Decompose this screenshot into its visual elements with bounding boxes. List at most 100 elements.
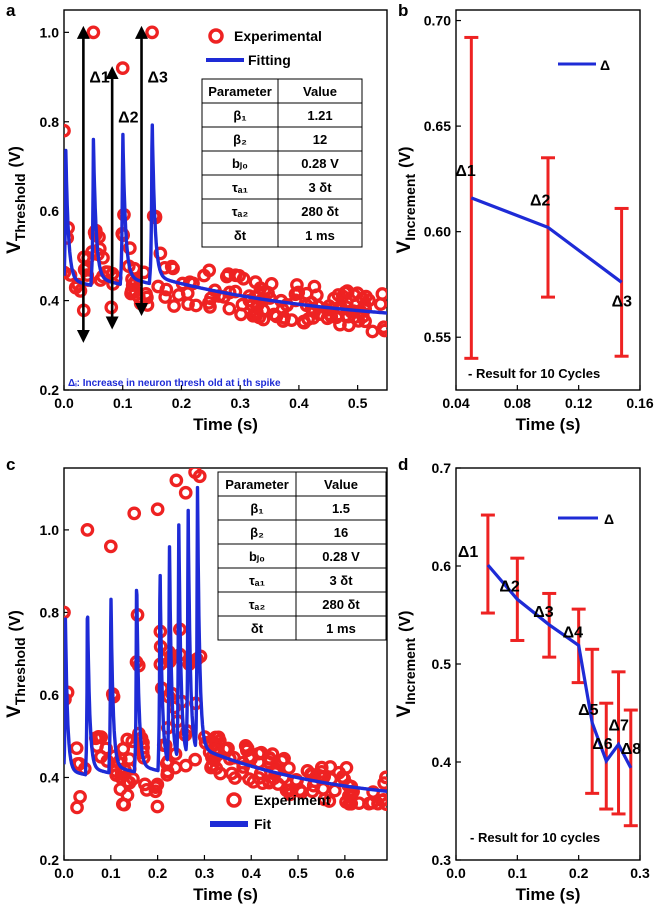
a-ytick-label: 1.0 bbox=[40, 24, 60, 40]
c-peak-marker bbox=[178, 485, 193, 500]
c-table-param: bⱼ₀ bbox=[249, 549, 265, 564]
panel-label-a: a bbox=[6, 1, 16, 20]
a-table-cell bbox=[277, 174, 363, 200]
a-data-marker bbox=[284, 313, 299, 327]
c-ylabel-sub: Threshold bbox=[12, 637, 28, 705]
c-table-cell bbox=[295, 471, 387, 497]
c-table-cell bbox=[217, 495, 297, 521]
c-data-marker bbox=[70, 800, 84, 815]
d-ylabel-main: V bbox=[394, 704, 415, 717]
b-note: - Result for 10 Cycles bbox=[468, 366, 600, 381]
a-ytick-label: 0.6 bbox=[40, 203, 60, 219]
c-peak-marker bbox=[192, 469, 207, 484]
c-table-cell bbox=[295, 543, 387, 569]
b-ytick-label: 0.70 bbox=[424, 13, 451, 29]
b-plot-frame bbox=[455, 9, 641, 391]
b-point-label: Δ3 bbox=[612, 293, 633, 310]
a-table-cell bbox=[201, 198, 279, 224]
a-data-marker bbox=[202, 295, 216, 310]
a-table-cell bbox=[201, 222, 279, 248]
a-data-marker bbox=[257, 285, 272, 299]
d-ylabel-sub: Increment bbox=[402, 638, 418, 705]
a-xtick-label: 0.2 bbox=[172, 395, 192, 411]
a-table-param: bⱼ₀ bbox=[232, 156, 248, 171]
c-legend-label-fit: Fit bbox=[254, 816, 271, 832]
a-legend-label-fit: Fitting bbox=[248, 52, 291, 68]
d-xtick-label: 0.0 bbox=[446, 865, 466, 881]
a-table-value: 1.21 bbox=[307, 108, 332, 123]
c-table-cell bbox=[217, 591, 297, 617]
b-legend-label: Δ bbox=[600, 57, 610, 73]
c-table-cell bbox=[295, 519, 387, 545]
c-table-value: 0.28 V bbox=[322, 549, 360, 564]
b-ytick-label: 0.55 bbox=[424, 329, 451, 345]
a-data-marker bbox=[140, 298, 155, 312]
c-data-marker bbox=[327, 783, 342, 798]
c-peak-marker bbox=[127, 506, 142, 521]
d-point-label: Δ2 bbox=[499, 578, 520, 595]
c-data-marker bbox=[242, 772, 256, 786]
c-data-marker bbox=[339, 760, 354, 775]
panel-a-chart: 0.0 0.1 0.2 0.3 0.4 0.5 0.2 0.4 0.6 0.8 1.0 Time (s… bbox=[4, 9, 388, 434]
c-xtick-label: 0.2 bbox=[148, 865, 168, 881]
c-data-marker bbox=[282, 761, 296, 775]
a-delta-label: Δ2 bbox=[118, 110, 139, 127]
a-data-marker bbox=[164, 259, 179, 274]
c-xtick-label: 0.1 bbox=[101, 865, 121, 881]
b-ylabel: VIncrement (V) bbox=[394, 147, 418, 254]
c-ytick-label: 0.6 bbox=[40, 687, 60, 703]
c-xlabel: Time (s) bbox=[193, 885, 258, 904]
a-delta-label: Δ3 bbox=[148, 69, 169, 86]
d-point-label: Δ4 bbox=[563, 624, 584, 641]
c-xtick-label: 0.0 bbox=[54, 865, 74, 881]
a-table-value: 0.28 V bbox=[301, 156, 339, 171]
c-data-marker bbox=[379, 797, 387, 811]
a-data-marker bbox=[221, 267, 236, 281]
a-xlabel: Time (s) bbox=[193, 415, 258, 434]
d-ylabel: VIncrement (V) bbox=[394, 611, 418, 718]
c-table-param: τₐ₁ bbox=[249, 573, 265, 588]
c-xtick-label: 0.3 bbox=[195, 865, 215, 881]
a-data-marker bbox=[197, 268, 211, 283]
c-table-value: 280 δt bbox=[322, 597, 360, 612]
panel-label-d: d bbox=[398, 455, 408, 474]
a-xtick-label: 0.0 bbox=[54, 395, 74, 411]
c-data-marker bbox=[274, 753, 289, 768]
a-peak-marker bbox=[115, 61, 130, 75]
c-ytick-label: 0.2 bbox=[40, 852, 60, 868]
d-xtick-label: 0.3 bbox=[630, 865, 650, 881]
c-data-marker bbox=[337, 772, 351, 786]
d-point-label: Δ7 bbox=[609, 717, 630, 734]
d-legend-label: Δ bbox=[604, 511, 614, 527]
d-ytick-label: 0.3 bbox=[432, 852, 452, 868]
a-xtick-label: 0.4 bbox=[289, 395, 309, 411]
panel-d-chart: 0.0 0.1 0.2 0.3 0.3 0.4 0.5 0.6 0.7 Time (s) VIncr… bbox=[394, 460, 650, 904]
a-table-cell bbox=[201, 126, 279, 152]
c-table-cell bbox=[217, 471, 297, 497]
c-data-marker bbox=[178, 758, 193, 773]
d-ytick-label: 0.5 bbox=[432, 656, 452, 672]
a-peak-marker bbox=[64, 123, 71, 138]
d-point-label: Δ1 bbox=[458, 544, 479, 561]
a-peak-marker bbox=[145, 25, 159, 40]
a-table-header: Parameter bbox=[208, 84, 272, 99]
c-data-marker bbox=[279, 783, 294, 798]
c-data-marker bbox=[109, 768, 124, 782]
a-ylabel-main: V bbox=[4, 241, 25, 254]
c-data-marker bbox=[125, 734, 140, 749]
d-point-label: Δ6 bbox=[592, 736, 613, 753]
a-table-cell bbox=[277, 222, 363, 248]
a-data-marker bbox=[376, 320, 387, 335]
c-data-marker bbox=[221, 741, 235, 756]
c-data-marker bbox=[379, 770, 387, 785]
panel-b-chart: 0.04 0.08 0.12 0.16 0.55 0.60 0.65 0.70 Time (s)… bbox=[394, 9, 654, 434]
a-ylabel-sub: Threshold bbox=[12, 173, 28, 241]
c-ylabel-unit: (V) bbox=[7, 610, 24, 631]
c-peak-marker bbox=[150, 502, 165, 517]
a-delta-label: Δ1 bbox=[89, 69, 110, 86]
a-data-marker bbox=[256, 303, 271, 318]
panel-label-c: c bbox=[6, 455, 15, 474]
c-ytick-label: 0.4 bbox=[40, 769, 60, 785]
a-data-marker bbox=[291, 285, 306, 300]
